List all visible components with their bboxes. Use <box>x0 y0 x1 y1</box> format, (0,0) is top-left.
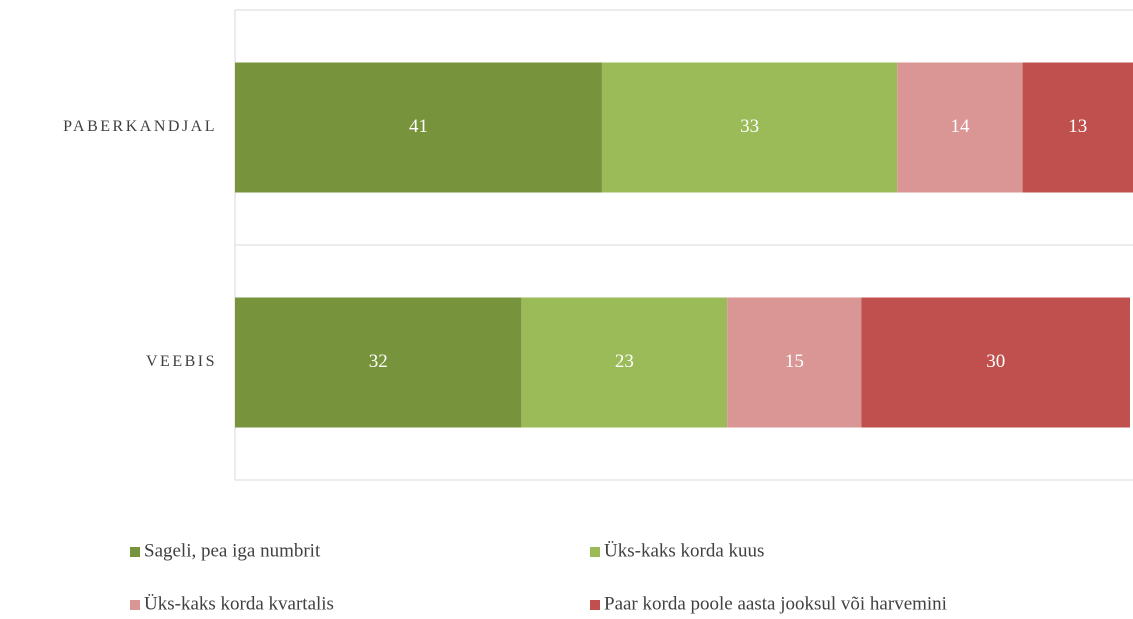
bar-segment <box>521 297 728 428</box>
bar-segment <box>897 62 1023 193</box>
legend-label: Paar korda poole aasta jooksul või harve… <box>604 593 947 614</box>
bar-segment <box>727 297 862 428</box>
bar-segment <box>235 297 522 428</box>
data-label: 23 <box>615 351 634 372</box>
legend-swatch <box>590 600 600 610</box>
data-label: 32 <box>369 351 388 372</box>
legend-label: Sageli, pea iga numbrit <box>144 540 321 561</box>
legend-swatch <box>130 600 140 610</box>
bar-segment <box>601 62 898 193</box>
category-label: PABERKANDJAL <box>63 118 217 135</box>
legend-swatch <box>130 547 140 557</box>
data-label: 14 <box>950 116 970 137</box>
category-label: VEEBIS <box>146 353 217 370</box>
data-label: 41 <box>409 116 428 137</box>
data-label: 15 <box>785 351 804 372</box>
bar-segment <box>1022 62 1133 193</box>
data-label: 30 <box>986 351 1005 372</box>
legend-swatch <box>590 547 600 557</box>
bars <box>235 62 1133 428</box>
bar-segment <box>861 297 1130 428</box>
legend-label: Üks-kaks korda kvartalis <box>144 593 334 614</box>
bar-segment <box>235 62 602 193</box>
data-label: 13 <box>1068 116 1087 137</box>
legend-label: Üks-kaks korda kuus <box>604 540 764 561</box>
data-label: 33 <box>740 116 759 137</box>
